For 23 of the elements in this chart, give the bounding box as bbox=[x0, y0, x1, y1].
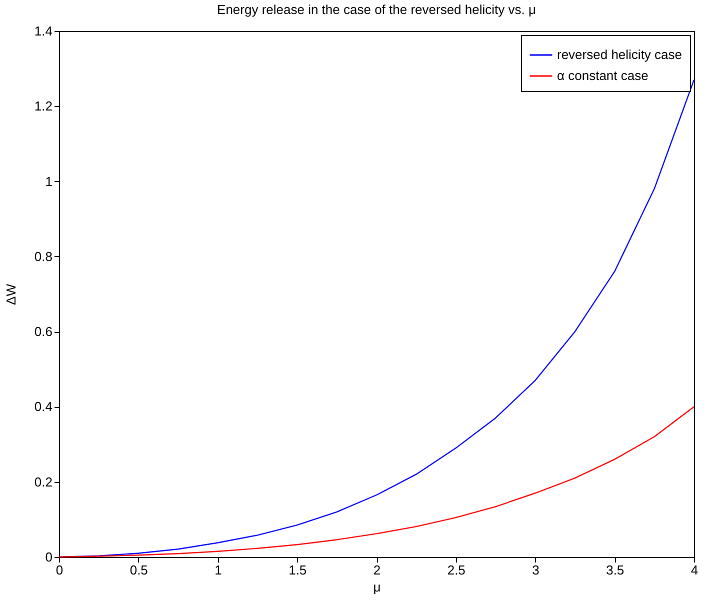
legend-label: reversed helicity case bbox=[557, 47, 682, 62]
x-tick-label: 1.5 bbox=[288, 562, 307, 578]
x-tick-label: 0 bbox=[56, 562, 64, 578]
x-tick-label: 3.5 bbox=[606, 562, 624, 578]
y-tick-label: 0 bbox=[45, 550, 52, 564]
legend-label: α constant case bbox=[557, 68, 648, 83]
x-tick-label: 1 bbox=[214, 562, 222, 578]
y-tick-label: 1.4 bbox=[34, 24, 52, 38]
y-tick-label: 1 bbox=[45, 174, 52, 189]
y-tick-label: 0.4 bbox=[34, 399, 52, 414]
y-tick-label: 1.2 bbox=[34, 98, 52, 114]
y-tick-label: 0.6 bbox=[34, 324, 52, 340]
y-axis-title: ΔW bbox=[3, 283, 18, 305]
x-axis-title: μ bbox=[373, 580, 381, 594]
x-tick-label: 2.5 bbox=[447, 562, 466, 578]
y-tick-label: 0.2 bbox=[34, 474, 52, 490]
x-tick-label: 3 bbox=[532, 562, 540, 578]
x-tick-label: 4 bbox=[690, 562, 698, 578]
line-series bbox=[58, 406, 695, 558]
x-tick-label: 0.5 bbox=[130, 562, 148, 578]
y-tick-label: 0.8 bbox=[34, 248, 52, 264]
chart-title: Energy release in the case of the reversed helicity vs. μ bbox=[217, 2, 536, 17]
x-tick-label: 2 bbox=[373, 562, 381, 578]
